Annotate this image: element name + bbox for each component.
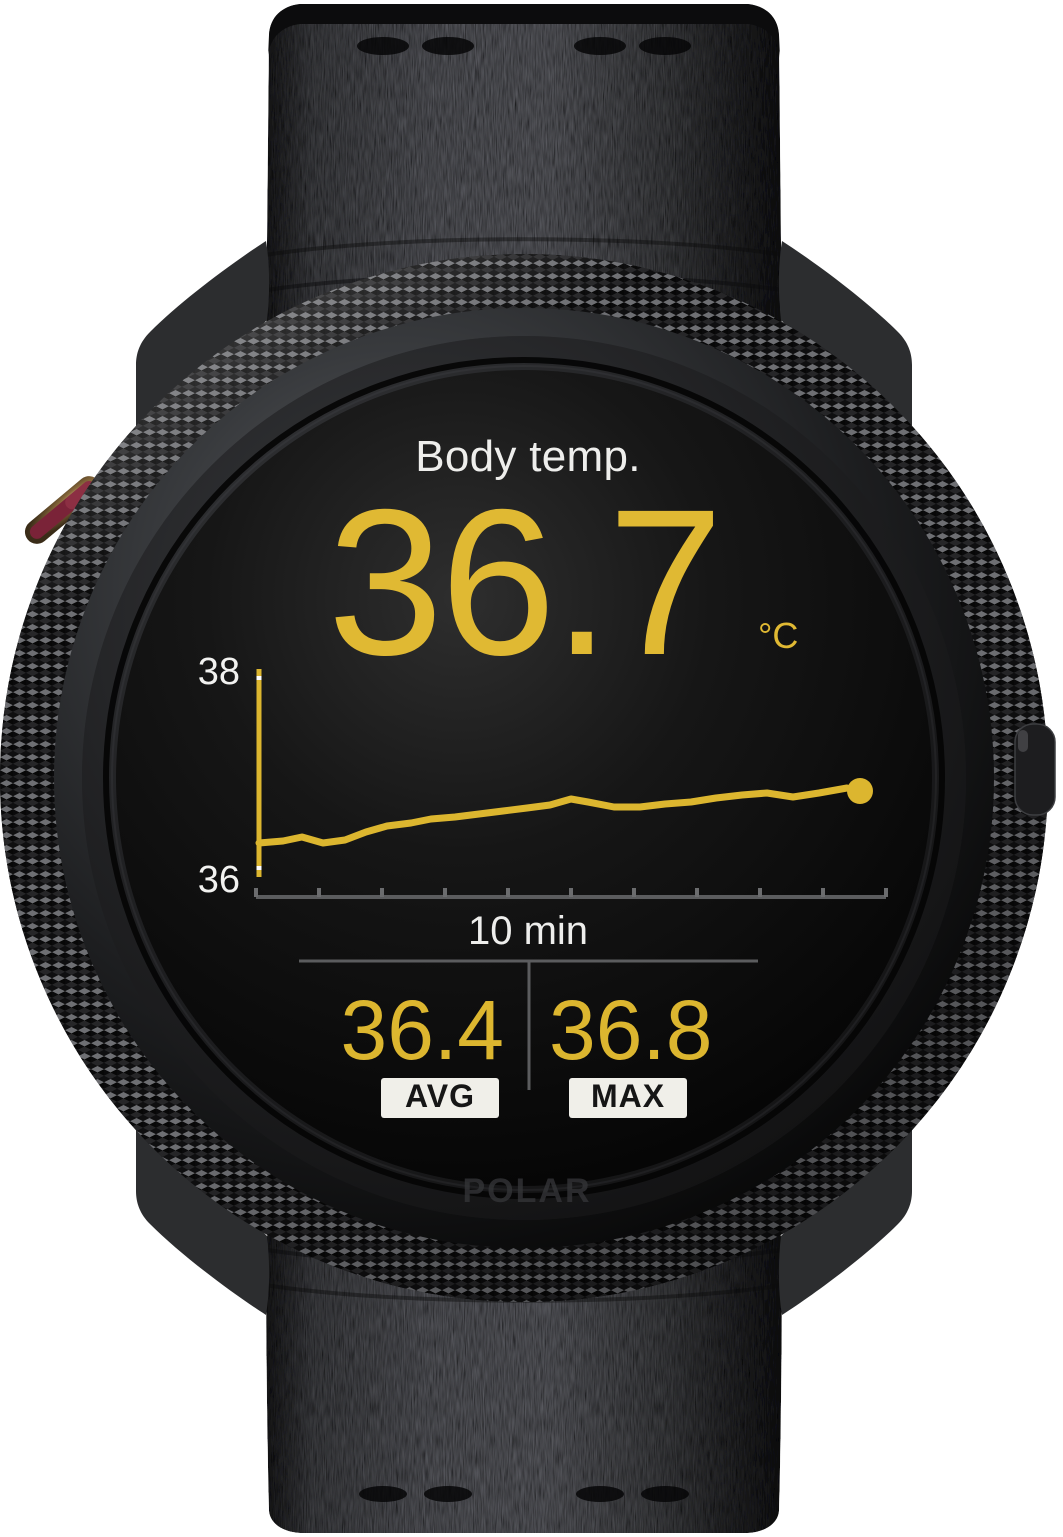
svg-text:38: 38 (198, 651, 240, 693)
svg-text:36: 36 (198, 859, 240, 901)
svg-text:MAX: MAX (591, 1078, 665, 1114)
svg-text:POLAR: POLAR (463, 1172, 592, 1210)
svg-text:AVG: AVG (405, 1078, 475, 1114)
svg-text:36.4: 36.4 (341, 983, 505, 1077)
svg-text:10 min: 10 min (468, 909, 588, 953)
svg-text:°C: °C (758, 615, 798, 656)
svg-text:36.7: 36.7 (328, 467, 721, 699)
svg-text:36.8: 36.8 (549, 983, 713, 1077)
